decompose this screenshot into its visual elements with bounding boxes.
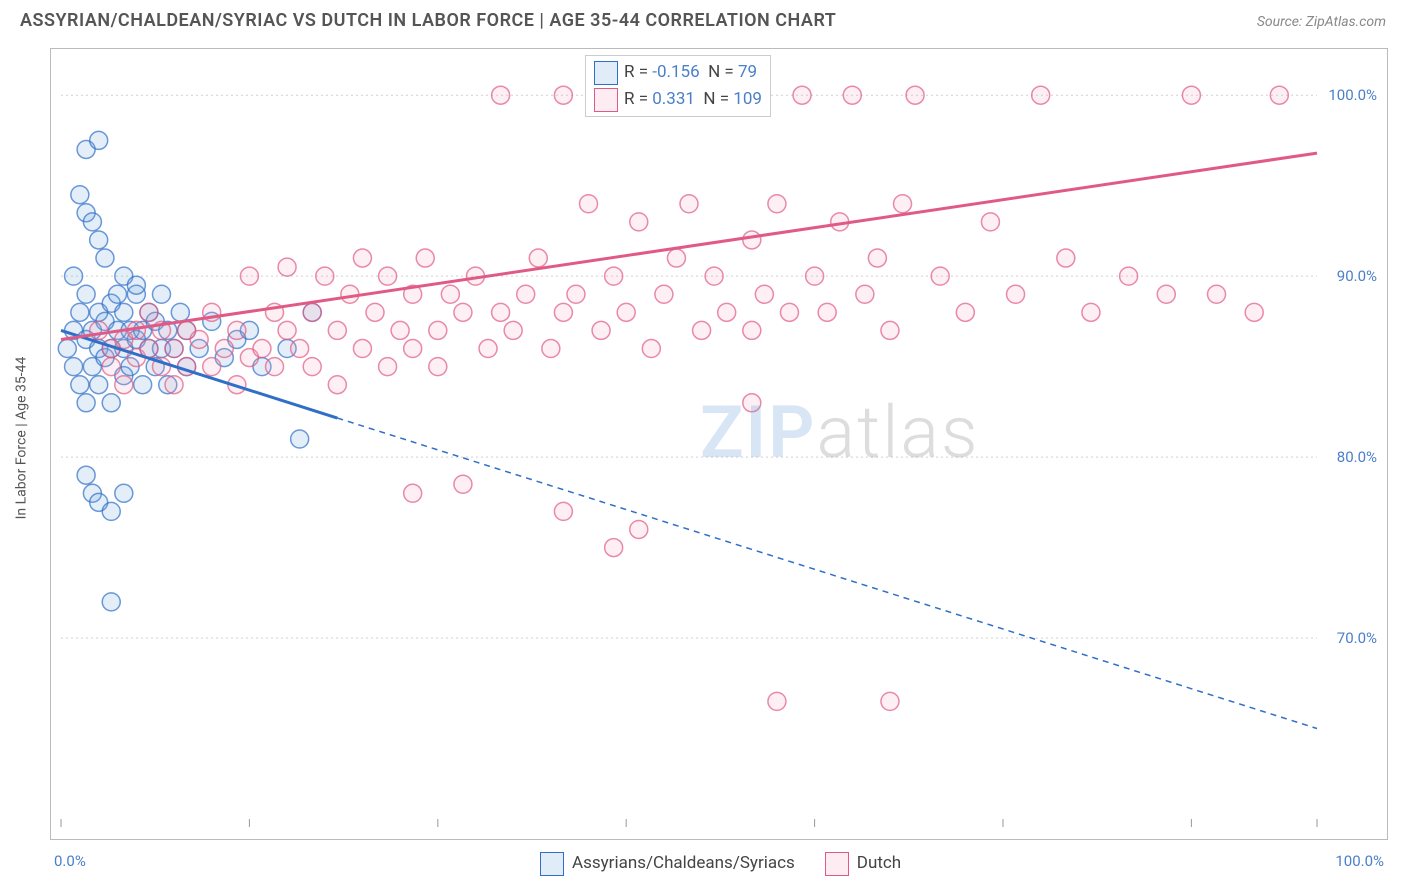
legend-r-label: R =	[624, 89, 652, 109]
legend-n-value: 109	[733, 89, 762, 109]
legend-n-label: N =	[695, 89, 733, 109]
legend-item: Dutch	[825, 853, 901, 873]
legend-row: R = 0.331 N = 109	[594, 86, 762, 113]
legend-n-label: N =	[700, 62, 738, 82]
chart-area: 70.0% 80.0% 90.0% 100.0%	[50, 48, 1388, 840]
svg-text:80.0%: 80.0%	[1337, 448, 1377, 466]
chart-title: ASSYRIAN/CHALDEAN/SYRIAC VS DUTCH IN LAB…	[20, 10, 836, 31]
svg-text:90.0%: 90.0%	[1337, 267, 1377, 285]
svg-text:70.0%: 70.0%	[1337, 629, 1377, 647]
legend-n-value: 79	[738, 62, 757, 82]
legend-swatch	[594, 88, 618, 112]
x-axis-min-label: 0.0%	[54, 852, 86, 870]
scatter-chart: 70.0% 80.0% 90.0% 100.0%	[51, 49, 1387, 839]
x-axis-max-label: 100.0%	[1335, 852, 1384, 870]
source-label: Source: ZipAtlas.com	[1257, 14, 1386, 30]
legend-item: Assyrians/Chaldeans/Syriacs	[540, 853, 795, 873]
legend-label: Assyrians/Chaldeans/Syriacs	[572, 853, 795, 873]
legend-label: Dutch	[857, 853, 901, 873]
legend-r-value: -0.156	[652, 62, 699, 82]
legend-r-value: 0.331	[652, 89, 695, 109]
correlation-legend: R = -0.156 N = 79R = 0.331 N = 109	[585, 55, 771, 117]
legend-swatch	[540, 852, 564, 876]
legend-swatch	[594, 61, 618, 85]
legend-row: R = -0.156 N = 79	[594, 59, 762, 86]
legend-r-label: R =	[624, 62, 652, 82]
svg-text:100.0%: 100.0%	[1328, 86, 1377, 104]
series-legend: Assyrians/Chaldeans/Syriacs Dutch	[540, 852, 931, 876]
legend-swatch	[825, 852, 849, 876]
y-axis-label: In Labor Force | Age 35-44	[13, 357, 29, 520]
